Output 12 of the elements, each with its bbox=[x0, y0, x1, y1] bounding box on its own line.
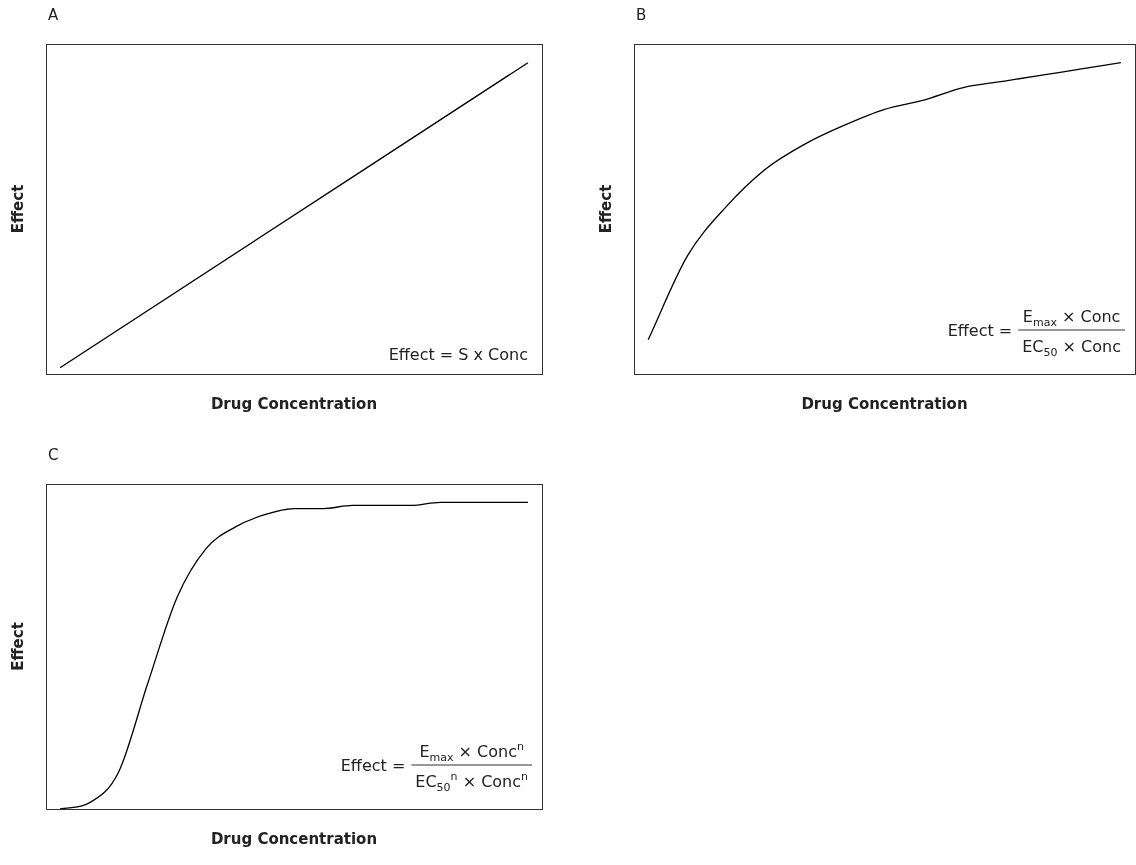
x-axis-title: Drug Concentration bbox=[210, 394, 378, 413]
chart-title: B bbox=[636, 6, 647, 24]
chart-title: C bbox=[48, 446, 59, 464]
y-axis-title: Effect bbox=[8, 622, 27, 671]
x-axis-title: Drug Concentration bbox=[801, 394, 968, 413]
annotation: Effect = bbox=[340, 756, 406, 775]
y-axis-title: Effect bbox=[8, 184, 27, 234]
annotation: Effect = S x Conc bbox=[388, 345, 529, 364]
chart-title: A bbox=[48, 6, 59, 24]
y-axis-title: Effect bbox=[596, 184, 615, 234]
annotation: Effect = bbox=[947, 321, 1013, 340]
x-axis-title: Drug Concentration bbox=[210, 829, 378, 848]
